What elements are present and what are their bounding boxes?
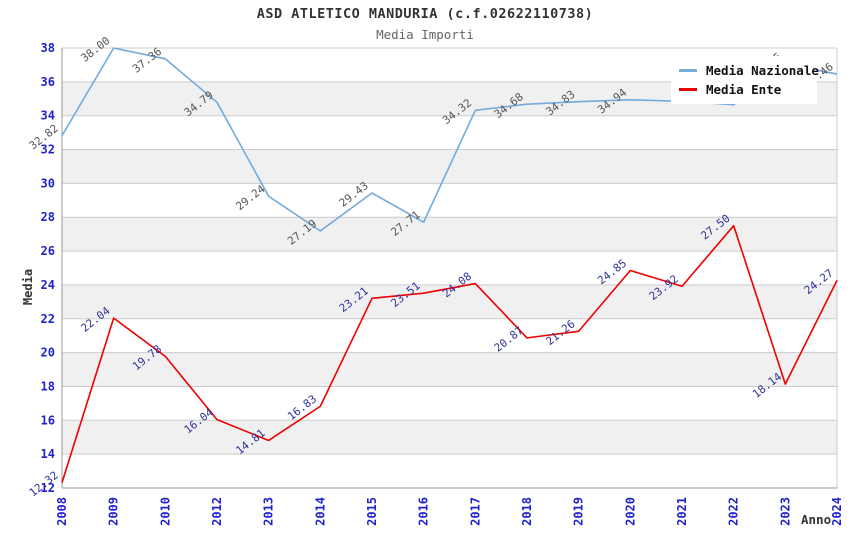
- x-tick-label: 2019: [572, 497, 586, 526]
- y-tick-label: 16: [41, 413, 55, 427]
- data-label: 37.36: [130, 45, 164, 76]
- x-tick-label: 2014: [313, 497, 327, 526]
- x-tick-label: 2022: [727, 497, 741, 526]
- x-tick-label: 2013: [262, 497, 276, 526]
- x-tick-label: 2016: [417, 497, 431, 526]
- y-tick-label: 36: [41, 75, 55, 89]
- y-tick-label: 34: [41, 109, 55, 123]
- x-tick-label: 2023: [778, 497, 792, 526]
- y-tick-label: 26: [41, 244, 55, 258]
- x-axis-title: Anno: [801, 512, 832, 527]
- data-label: 24.85: [595, 257, 629, 288]
- x-tick-label: 2012: [210, 497, 224, 526]
- x-tick-label: 2015: [365, 497, 379, 526]
- y-tick-label: 12: [41, 481, 55, 495]
- plot-stripe: [62, 217, 837, 252]
- plot-stripe: [62, 352, 837, 387]
- data-label: 29.24: [233, 182, 267, 213]
- y-tick-label: 24: [41, 278, 55, 292]
- y-tick-label: 22: [41, 312, 55, 326]
- legend-label: Media Nazionale: [706, 63, 819, 78]
- x-tick-label: 2010: [158, 497, 172, 526]
- y-tick-label: 30: [41, 176, 55, 190]
- x-tick-label: 2009: [107, 497, 121, 526]
- legend-item-media-ente: Media Ente: [679, 80, 811, 99]
- y-tick-label: 20: [41, 346, 55, 360]
- y-tick-label: 32: [41, 143, 55, 157]
- x-tick-label: 2018: [520, 497, 534, 526]
- legend-line-icon: [679, 69, 697, 72]
- x-tick-label: 2017: [468, 497, 482, 526]
- data-label: 20.87: [492, 324, 526, 355]
- legend-line-icon: [679, 88, 697, 91]
- y-tick-label: 28: [41, 210, 55, 224]
- plot-stripe: [62, 284, 837, 319]
- legend: Media Nazionale Media Ente: [671, 56, 819, 104]
- x-tick-label: 2020: [623, 497, 637, 526]
- x-tick-label: 2008: [55, 497, 69, 526]
- x-tick-label: 2024: [830, 497, 844, 526]
- y-tick-label: 38: [41, 41, 55, 55]
- legend-label: Media Ente: [706, 82, 782, 97]
- y-tick-label: 14: [41, 447, 55, 461]
- series-line-1: [61, 224, 838, 483]
- y-tick-label: 18: [41, 379, 55, 393]
- legend-item-media-nazionale: Media Nazionale: [679, 61, 819, 80]
- chart-subtitle: Media Importi: [376, 27, 474, 42]
- plot-stripe: [62, 420, 837, 455]
- chart-title: ASD ATLETICO MANDURIA (c.f.02622110738): [256, 6, 594, 22]
- y-axis-title: Media: [21, 268, 35, 306]
- x-tick-label: 2021: [675, 497, 689, 526]
